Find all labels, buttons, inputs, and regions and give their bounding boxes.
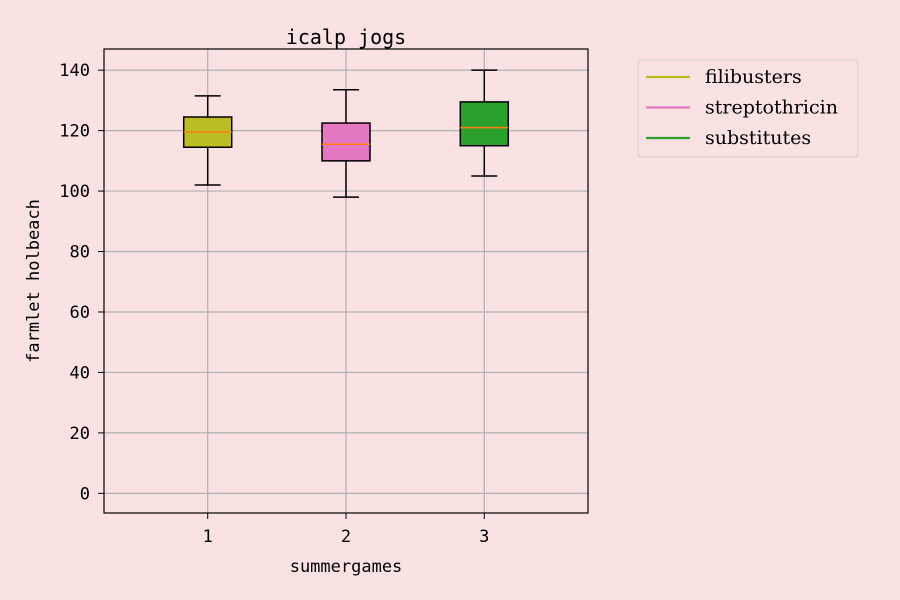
iqr-box	[459, 101, 510, 147]
legend-item: filibusters	[646, 66, 802, 88]
boxes-layer	[182, 69, 510, 198]
y-tick-label: 80	[70, 243, 90, 263]
legend-item: substitutes	[646, 127, 811, 149]
x-tick-label: 1	[203, 527, 213, 547]
y-tick-label: 100	[59, 182, 90, 202]
box-filibusters	[182, 95, 233, 186]
legend-label: substitutes	[705, 127, 811, 149]
box-streptothricin	[321, 89, 371, 198]
y-axis-ticks: 0 20 40 60 80 100 120 140	[59, 61, 104, 504]
y-tick-label: 120	[59, 122, 90, 142]
y-tick-label: 140	[59, 61, 90, 81]
y-tick-label: 20	[70, 424, 90, 444]
chart-title: icalp jogs	[286, 25, 406, 49]
legend-label: filibusters	[705, 66, 802, 88]
legend-item: streptothricin	[646, 97, 838, 119]
y-tick-label: 0	[80, 484, 90, 504]
y-tick-label: 60	[70, 303, 90, 323]
y-axis-label: farmlet holbeach	[24, 199, 44, 363]
legend-frame	[637, 59, 859, 158]
x-axis-label: summergames	[290, 557, 403, 577]
box-substitutes	[459, 69, 510, 177]
x-tick-label: 2	[341, 527, 351, 547]
y-tick-label: 40	[70, 363, 90, 383]
legend-label: streptothricin	[705, 97, 838, 119]
x-axis-ticks: 1 2 3	[203, 513, 489, 547]
x-tick-label: 3	[479, 527, 489, 547]
iqr-box	[321, 122, 371, 162]
legend: filibusters streptothricin substitutes	[637, 59, 859, 158]
